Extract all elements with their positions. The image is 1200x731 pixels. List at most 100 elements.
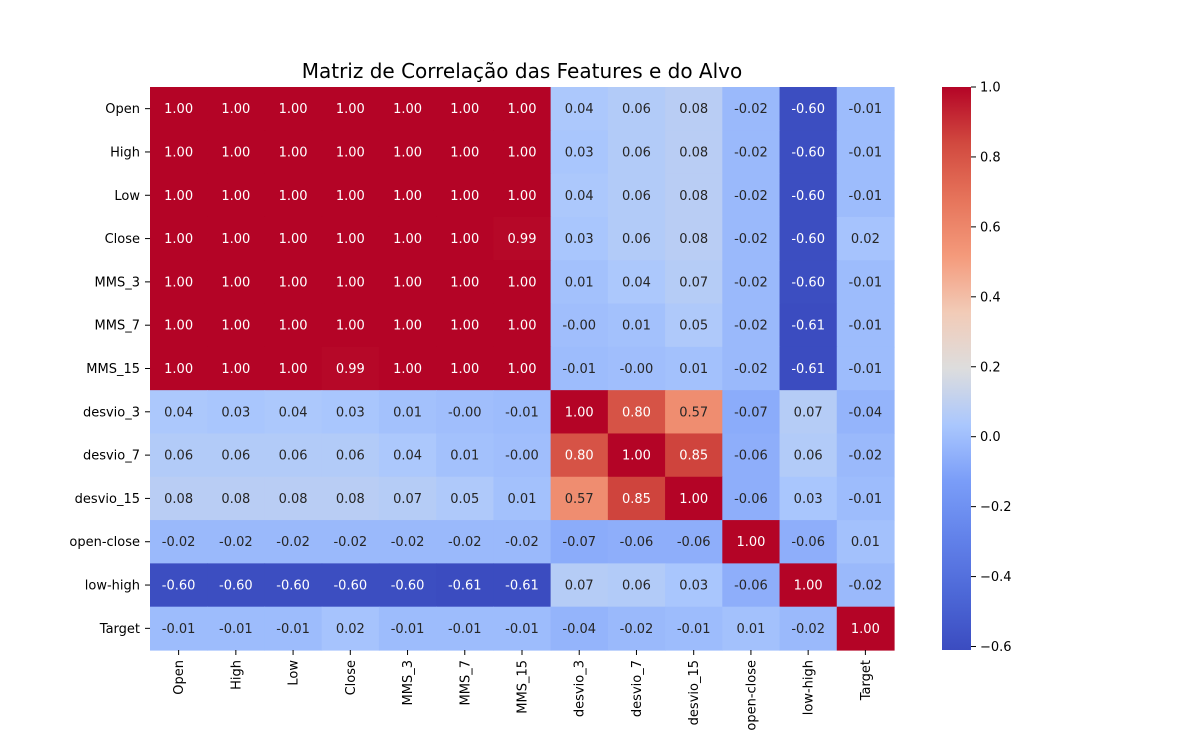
heatmap-cell xyxy=(550,130,609,175)
cell-value-label: 1.00 xyxy=(336,145,365,160)
cell-value-label: -0.60 xyxy=(391,579,425,594)
heatmap-cell xyxy=(493,520,552,564)
cell-value-label: -0.06 xyxy=(677,535,711,550)
cell-value-label: 1.00 xyxy=(279,362,308,377)
cell-value-label: 1.00 xyxy=(164,189,193,204)
heatmap-cell xyxy=(550,173,609,218)
cell-value-label: -0.01 xyxy=(162,622,196,637)
cell-value-label: 0.08 xyxy=(679,145,708,160)
cell-value-label: -0.01 xyxy=(391,622,425,637)
heatmap-cell xyxy=(665,606,723,651)
cell-value-label: -0.06 xyxy=(620,535,654,550)
heatmap-cell xyxy=(779,87,838,131)
cell-value-label: -0.02 xyxy=(734,189,768,204)
heatmap-cell xyxy=(436,303,494,348)
heatmap-cell xyxy=(150,390,208,435)
cell-value-label: 1.00 xyxy=(393,145,422,160)
cell-value-label: 0.06 xyxy=(622,189,651,204)
heatmap-cell xyxy=(550,346,609,391)
y-tick-label: Close xyxy=(105,232,140,247)
cell-value-label: -0.01 xyxy=(849,189,883,204)
heatmap-cell xyxy=(550,87,609,131)
cell-value-label: -0.07 xyxy=(734,405,768,420)
heatmap-cell xyxy=(550,520,609,564)
cell-value-label: 1.00 xyxy=(279,102,308,117)
heatmap-cell xyxy=(207,216,266,261)
heatmap-cell xyxy=(493,476,552,521)
cell-value-label: -0.07 xyxy=(562,535,596,550)
heatmap-cell xyxy=(321,346,380,391)
cell-value-label: 1.00 xyxy=(279,275,308,290)
heatmap-cell xyxy=(607,173,666,218)
colorbar-tick-label: −0.2 xyxy=(980,500,1012,515)
heatmap-cell xyxy=(264,87,323,131)
cell-value-label: 0.01 xyxy=(450,449,479,464)
x-tick-label: desvio_7 xyxy=(630,660,645,717)
y-tick-label: MMS_3 xyxy=(95,275,140,290)
heatmap-cell xyxy=(378,216,437,261)
cell-value-label: 1.00 xyxy=(221,319,250,334)
heatmap-cell xyxy=(321,476,380,521)
cell-value-label: 1.00 xyxy=(164,275,193,290)
cell-value-label: -0.02 xyxy=(162,535,196,550)
cell-value-label: 0.04 xyxy=(565,189,594,204)
heatmap-cell xyxy=(207,476,266,521)
heatmap-cell xyxy=(722,606,781,651)
heatmap-cell xyxy=(779,346,838,391)
cell-value-label: -0.02 xyxy=(620,622,654,637)
heatmap-cell xyxy=(264,606,323,651)
heatmap-cell xyxy=(150,173,208,218)
cell-value-label: 1.00 xyxy=(279,189,308,204)
heatmap-cell xyxy=(264,260,323,305)
cell-value-label: 0.80 xyxy=(622,405,651,420)
heatmap-cell xyxy=(321,433,380,478)
heatmap-cell xyxy=(378,433,437,478)
heatmap-cell xyxy=(150,563,208,608)
y-tick-label: open-close xyxy=(69,535,140,550)
cell-value-label: 1.00 xyxy=(221,102,250,117)
heatmap-cell xyxy=(779,216,838,261)
cell-value-label: -0.02 xyxy=(391,535,425,550)
heatmap-cell xyxy=(722,130,781,175)
cell-value-label: -0.60 xyxy=(791,145,825,160)
colorbar-tick-label: 1.0 xyxy=(980,81,1001,96)
cell-value-label: 1.00 xyxy=(508,102,537,117)
cell-value-label: 0.06 xyxy=(221,449,250,464)
heatmap-cell xyxy=(607,390,666,435)
cell-value-label: -0.06 xyxy=(734,449,768,464)
heatmap-cell xyxy=(207,130,266,175)
heatmap-cell xyxy=(436,87,494,131)
heatmap-cell xyxy=(607,130,666,175)
cell-value-label: -0.61 xyxy=(448,579,482,594)
heatmap-cell xyxy=(150,606,208,651)
heatmap-cell xyxy=(321,520,380,564)
cell-value-label: -0.01 xyxy=(849,275,883,290)
heatmap-cell xyxy=(207,433,266,478)
cell-value-label: -0.01 xyxy=(849,145,883,160)
heatmap-cell xyxy=(665,130,723,175)
heatmap-cell xyxy=(378,520,437,564)
cell-value-label: -0.60 xyxy=(219,579,253,594)
heatmap-cell xyxy=(836,260,895,305)
cell-value-label: -0.60 xyxy=(791,102,825,117)
x-tick-label: Target xyxy=(859,660,874,701)
cell-value-label: 0.04 xyxy=(279,405,308,420)
y-tick-label: desvio_3 xyxy=(83,405,140,420)
cell-value-label: -0.02 xyxy=(276,535,310,550)
heatmap-cell xyxy=(150,260,208,305)
cell-value-label: 1.00 xyxy=(393,232,422,247)
cell-value-label: -0.00 xyxy=(448,405,482,420)
heatmap-cell xyxy=(722,87,781,131)
heatmap-cell xyxy=(550,303,609,348)
heatmap-cell xyxy=(493,173,552,218)
cell-value-label: -0.01 xyxy=(448,622,482,637)
heatmap-cell xyxy=(665,173,723,218)
cell-value-label: 0.85 xyxy=(679,449,708,464)
cell-value-label: 1.00 xyxy=(393,102,422,117)
heatmap-cell xyxy=(436,476,494,521)
cell-value-label: -0.01 xyxy=(849,492,883,507)
heatmap-cell xyxy=(207,173,266,218)
heatmap-cell xyxy=(150,520,208,564)
cell-value-label: 1.00 xyxy=(508,145,537,160)
heatmap-cell xyxy=(665,433,723,478)
